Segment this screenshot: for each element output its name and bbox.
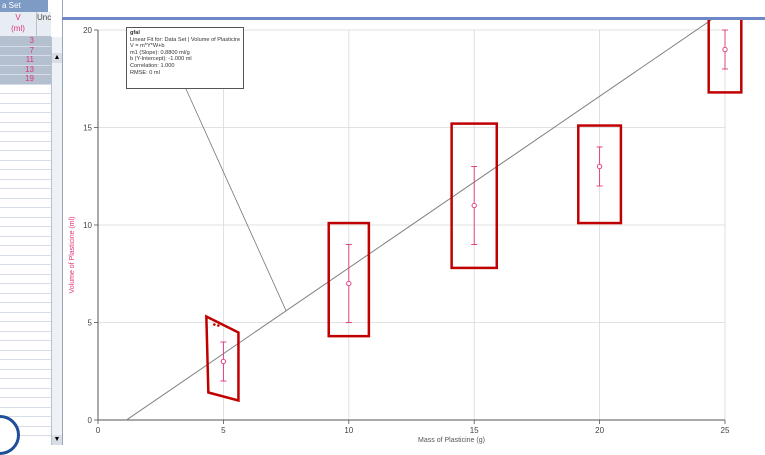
column-header-volume[interactable]: V (ml) bbox=[0, 12, 37, 37]
data-point bbox=[347, 281, 351, 285]
highlight-dot bbox=[213, 323, 216, 326]
table-row[interactable] bbox=[0, 132, 51, 142]
table-row[interactable] bbox=[0, 189, 51, 199]
table-row[interactable] bbox=[0, 332, 51, 342]
table-row[interactable] bbox=[0, 275, 51, 285]
fit-line-5: Correlation: 1.000 bbox=[130, 63, 240, 70]
table-row[interactable] bbox=[0, 218, 51, 228]
y-tick-label: 20 bbox=[83, 26, 92, 35]
table-row[interactable] bbox=[0, 161, 51, 171]
table-row[interactable] bbox=[0, 170, 51, 180]
table-cell-volume: 7 bbox=[0, 47, 34, 56]
data-table-title: a Set bbox=[0, 0, 48, 12]
highlight-dot bbox=[217, 324, 220, 327]
table-row[interactable]: 19 bbox=[0, 75, 51, 85]
table-row[interactable] bbox=[0, 199, 51, 209]
data-point bbox=[472, 203, 476, 207]
data-table-rows: 3 7 11 13 19 bbox=[0, 37, 51, 445]
table-scrollbar[interactable]: ▲ ▼ bbox=[51, 37, 62, 445]
table-row[interactable] bbox=[0, 351, 51, 361]
table-row[interactable] bbox=[0, 104, 51, 114]
fit-line-3: m1 (Slope): 0.8800 ml/g bbox=[130, 50, 240, 57]
column-unit-ml: (ml) bbox=[0, 23, 36, 34]
x-tick-label: 5 bbox=[221, 426, 226, 435]
table-row[interactable] bbox=[0, 180, 51, 190]
fit-line-1: Linear Fit for: Data Set | Volume of Pla… bbox=[130, 37, 240, 44]
table-row[interactable] bbox=[0, 246, 51, 256]
table-row[interactable] bbox=[0, 398, 51, 408]
table-row[interactable] bbox=[0, 142, 51, 152]
linear-fit-annotation[interactable]: gfal Linear Fit for: Data Set | Volume o… bbox=[126, 27, 244, 89]
table-row[interactable] bbox=[0, 237, 51, 247]
table-row[interactable] bbox=[0, 303, 51, 313]
table-row[interactable]: 3 bbox=[0, 37, 51, 47]
table-row[interactable] bbox=[0, 284, 51, 294]
x-tick-label: 25 bbox=[721, 426, 730, 435]
scroll-down-arrow-icon[interactable]: ▼ bbox=[52, 435, 62, 445]
table-row[interactable] bbox=[0, 123, 51, 133]
fit-title: gfal bbox=[130, 30, 240, 37]
scroll-up-arrow-icon[interactable]: ▲ bbox=[52, 53, 62, 63]
table-row[interactable] bbox=[0, 341, 51, 351]
table-cell-volume: 11 bbox=[0, 56, 34, 65]
table-row[interactable] bbox=[0, 360, 51, 370]
table-row[interactable] bbox=[0, 208, 51, 218]
fit-line-2: V = m*Y*W+b bbox=[130, 43, 240, 50]
table-row[interactable] bbox=[0, 113, 51, 123]
data-point bbox=[221, 359, 225, 363]
table-row[interactable] bbox=[0, 370, 51, 380]
y-axis-label: Volume of Plasticine (ml) bbox=[69, 216, 76, 293]
table-row[interactable] bbox=[0, 294, 51, 304]
table-row[interactable] bbox=[0, 313, 51, 323]
x-axis-label: Mass of Plasticine (g) bbox=[418, 437, 485, 444]
fit-annotation-leader bbox=[186, 89, 286, 311]
y-tick-label: 10 bbox=[83, 221, 92, 230]
data-point bbox=[597, 164, 601, 168]
axes bbox=[94, 30, 725, 424]
data-point bbox=[723, 47, 727, 51]
table-row[interactable] bbox=[0, 256, 51, 266]
table-row[interactable] bbox=[0, 227, 51, 237]
data-table-panel: a Set V (ml) Unc 3 7 11 13 19 ▲ ▼ bbox=[0, 0, 63, 445]
table-row[interactable] bbox=[0, 265, 51, 275]
table-cell-volume: 13 bbox=[0, 66, 34, 75]
highlight-box bbox=[206, 317, 238, 401]
table-row[interactable] bbox=[0, 85, 51, 95]
fit-line-4: b (Y-Intercept): -1.000 ml bbox=[130, 56, 240, 63]
table-row[interactable] bbox=[0, 389, 51, 399]
table-row[interactable] bbox=[0, 94, 51, 104]
table-cell-volume: 19 bbox=[0, 75, 34, 84]
column-name-v: V bbox=[0, 12, 36, 23]
x-tick-label: 20 bbox=[595, 426, 604, 435]
table-row[interactable] bbox=[0, 151, 51, 161]
x-tick-label: 0 bbox=[96, 426, 101, 435]
y-tick-label: 15 bbox=[83, 124, 92, 133]
y-tick-label: 0 bbox=[88, 416, 93, 425]
x-tick-label: 10 bbox=[344, 426, 353, 435]
column-header-uncertainty[interactable]: Unc bbox=[37, 12, 51, 37]
table-row[interactable] bbox=[0, 379, 51, 389]
fit-line-6: RMSE: 0 ml bbox=[130, 70, 240, 77]
table-row[interactable] bbox=[0, 322, 51, 332]
x-tick-label: 15 bbox=[470, 426, 479, 435]
table-cell-volume: 3 bbox=[0, 37, 34, 46]
y-tick-label: 5 bbox=[88, 319, 93, 328]
